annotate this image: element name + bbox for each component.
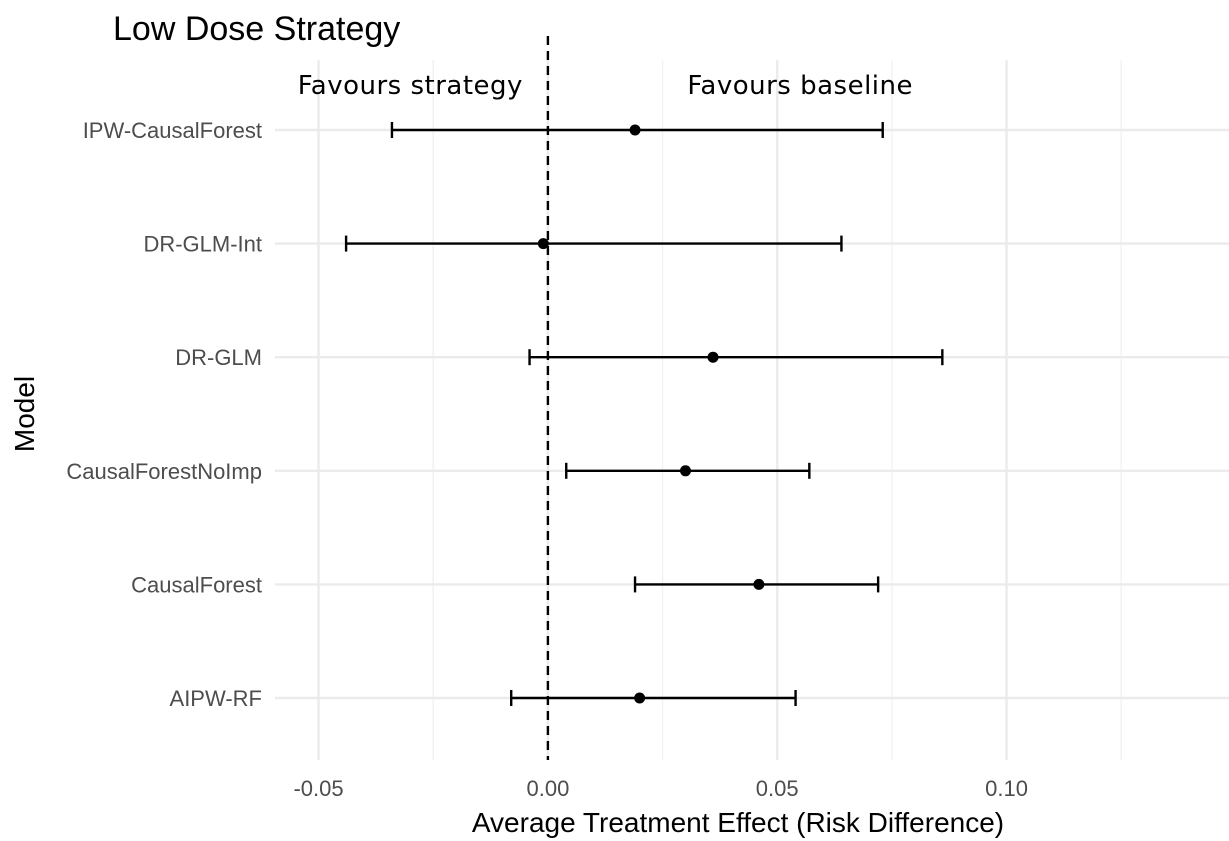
annotation-0: Favours strategy <box>298 71 523 101</box>
y-tick-label-0: IPW-CausalForest <box>83 118 262 143</box>
x-axis-ticks: -0.05 0.00 0.05 0.10 <box>293 776 1027 801</box>
x-tick-label-1: 0.00 <box>526 776 569 801</box>
favour-annotations: Favours strategy Favours baseline <box>298 71 913 101</box>
point-estimate <box>634 692 646 704</box>
x-tick-label-2: 0.05 <box>756 776 799 801</box>
estimate-marks <box>344 122 944 706</box>
y-tick-label-2: DR-GLM <box>175 345 262 370</box>
y-axis-title: Model <box>9 376 40 452</box>
estimate-dr-glm <box>528 349 944 366</box>
point-estimate <box>629 124 641 136</box>
x-tick-label-3: 0.10 <box>985 776 1028 801</box>
y-axis-labels: IPW-CausalForest DR-GLM-Int DR-GLM CausalFo… <box>66 118 262 711</box>
x-axis-title: Average Treatment Effect (Risk Differenc… <box>472 807 1004 838</box>
point-estimate <box>679 465 691 477</box>
estimate-dr-glm-int <box>344 235 843 252</box>
y-tick-label-5: AIPW-RF <box>170 686 262 711</box>
estimate-aipw-rf <box>510 690 797 706</box>
estimate-ipw-causalforest <box>390 122 884 138</box>
chart-title: Low Dose Strategy <box>113 10 400 48</box>
y-tick-label-4: CausalForest <box>131 572 262 597</box>
point-estimate <box>753 578 765 590</box>
point-estimate <box>707 351 719 363</box>
grid-lines <box>275 60 1229 760</box>
estimate-causalforest <box>633 576 880 593</box>
point-estimate <box>537 238 549 250</box>
x-tick-label-0: -0.05 <box>293 776 343 801</box>
y-tick-label-1: DR-GLM-Int <box>143 232 262 257</box>
estimate-causalforestnoimp <box>565 462 811 479</box>
annotation-1: Favours baseline <box>687 71 913 101</box>
y-tick-label-3: CausalForestNoImp <box>66 459 262 484</box>
